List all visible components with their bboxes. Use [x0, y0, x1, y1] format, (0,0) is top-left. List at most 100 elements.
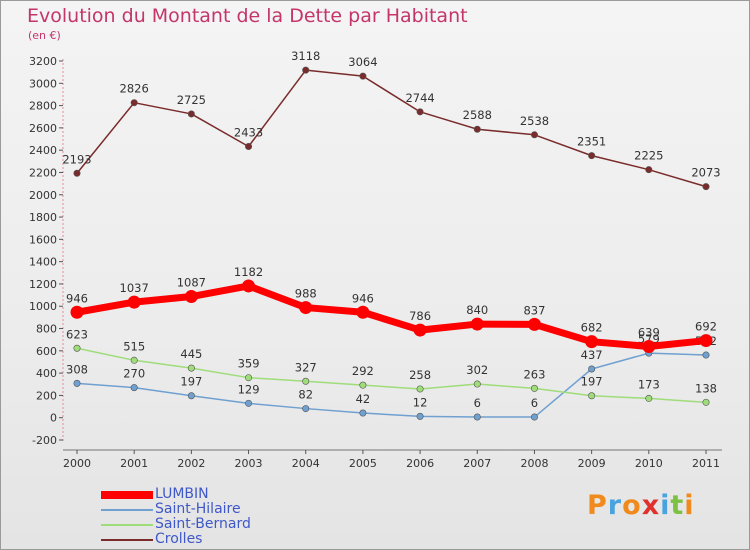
data-label: 82 [298, 388, 313, 402]
x-tick-label: 2001 [120, 457, 148, 470]
x-tick-label: 2004 [292, 457, 320, 470]
y-tick-label: 600 [36, 345, 57, 358]
data-point [130, 99, 138, 107]
y-tick-label: 0 [50, 412, 57, 425]
y-tick-label: 2800 [29, 100, 57, 113]
data-point [699, 334, 713, 348]
data-label: 2725 [177, 93, 206, 107]
series-line [76, 69, 707, 188]
data-point [413, 323, 427, 337]
data-point [130, 384, 138, 392]
logo-letter: P [587, 490, 608, 521]
legend-swatch [101, 491, 153, 499]
x-tick-label: 2005 [349, 457, 377, 470]
data-point [645, 394, 653, 402]
legend-label: Saint-Hilaire [155, 501, 241, 517]
data-label: 1182 [234, 265, 263, 279]
data-label: 3064 [348, 55, 377, 69]
data-point [302, 405, 310, 413]
data-label: 515 [123, 339, 145, 353]
data-point [416, 385, 424, 393]
data-label: 840 [466, 303, 488, 317]
data-label: 359 [238, 357, 260, 371]
data-point [359, 72, 367, 80]
x-tick-label: 2007 [463, 457, 491, 470]
data-label: 2225 [634, 149, 663, 163]
y-tick-label: 2600 [29, 122, 57, 135]
y-tick-label: 2400 [29, 144, 57, 157]
data-point [70, 305, 84, 319]
data-label: 138 [695, 381, 717, 395]
data-label: 6 [531, 396, 538, 410]
series-line [76, 282, 707, 350]
y-tick-label: 3000 [29, 77, 57, 90]
data-point [73, 169, 81, 177]
data-point [73, 344, 81, 352]
data-label: 946 [352, 291, 374, 305]
chart-subtitle: (en €) [28, 29, 61, 42]
logo-letter: r [607, 490, 623, 521]
data-point [302, 377, 310, 385]
data-point [242, 279, 256, 293]
data-label: 197 [581, 375, 603, 389]
data-label: 2826 [120, 82, 149, 96]
data-label: 639 [638, 325, 660, 339]
data-point [245, 142, 253, 150]
data-point [299, 301, 313, 315]
data-label: 270 [123, 367, 145, 381]
data-point [187, 392, 195, 400]
data-label: 682 [581, 321, 603, 335]
data-label: 197 [180, 375, 202, 389]
data-label: 786 [409, 309, 431, 323]
proxiti-logo: Proxiti [587, 490, 695, 521]
x-tick-label: 2011 [692, 457, 720, 470]
data-label: 308 [66, 362, 88, 376]
data-point [187, 364, 195, 372]
data-point [470, 317, 484, 331]
data-point [356, 305, 370, 319]
x-tick-label: 2006 [406, 457, 434, 470]
y-tick-label: -200 [32, 434, 57, 447]
data-label: 12 [413, 395, 428, 409]
data-label: 2588 [463, 108, 492, 122]
x-tick-label: 2010 [635, 457, 663, 470]
data-label: 2073 [691, 166, 720, 180]
data-label: 1037 [120, 281, 149, 295]
data-label: 988 [295, 287, 317, 301]
data-label: 263 [523, 367, 545, 381]
data-point [416, 412, 424, 420]
data-label: 327 [295, 360, 317, 374]
data-label: 258 [409, 368, 431, 382]
data-point [359, 409, 367, 417]
data-point [473, 380, 481, 388]
y-tick-label: 1200 [29, 278, 57, 291]
data-label: 692 [695, 320, 717, 334]
data-point [645, 166, 653, 174]
data-point [585, 335, 599, 349]
data-label: 2351 [577, 135, 606, 149]
data-point [473, 413, 481, 421]
y-tick-label: 1400 [29, 256, 57, 269]
data-point [127, 295, 141, 309]
data-label: 437 [581, 348, 603, 362]
legend-swatch [101, 524, 153, 526]
data-label: 292 [352, 364, 374, 378]
data-point [642, 339, 656, 353]
legend-label: Saint-Bernard [155, 516, 251, 532]
data-point [530, 413, 538, 421]
data-point [530, 131, 538, 139]
data-label: 2538 [520, 114, 549, 128]
data-label: 1087 [177, 276, 206, 290]
legend-label: LUMBIN [155, 486, 209, 502]
data-label: 2744 [405, 91, 434, 105]
x-tick-label: 2008 [520, 457, 548, 470]
y-tick-label: 2200 [29, 166, 57, 179]
data-point [359, 381, 367, 389]
data-point [184, 290, 198, 304]
data-label: 173 [638, 377, 660, 391]
legend-swatch [101, 509, 153, 511]
y-tick-label: 200 [36, 389, 57, 402]
data-point [588, 152, 596, 160]
